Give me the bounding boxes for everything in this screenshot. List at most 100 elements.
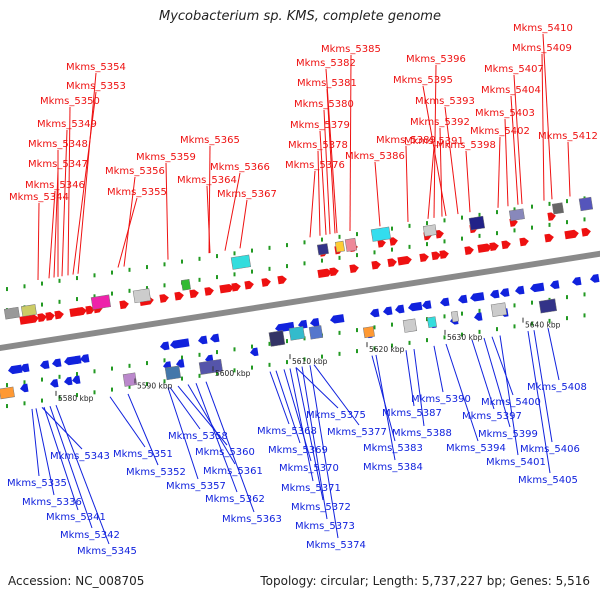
axis-tick (321, 258, 323, 263)
axis-tick (93, 369, 96, 374)
forward-gene-label: Mkms_5347 (28, 159, 88, 170)
axis-tick (146, 382, 148, 387)
gene-shape (370, 308, 380, 318)
axis-tick (338, 255, 341, 260)
gene-shape (72, 375, 81, 385)
axis-tick (531, 225, 533, 230)
axis-tick (76, 372, 78, 377)
forward-gene-label: Mkms_5381 (297, 78, 357, 89)
reverse-gene-arrow (395, 304, 405, 314)
reverse-leader (43, 406, 79, 511)
reverse-gene-label: Mkms_5351 (113, 449, 173, 460)
reverse-gene-arrow (20, 383, 29, 393)
domain-shape (468, 215, 486, 231)
gene-shape (160, 341, 170, 351)
domain-box (334, 240, 345, 253)
axis-tick (286, 360, 288, 365)
axis-tick (41, 302, 43, 307)
axis-tick (461, 311, 463, 316)
reverse-gene-label: Mkms_5341 (46, 512, 106, 523)
domain-shape (370, 226, 391, 242)
domain-box (20, 304, 37, 317)
axis-tick (198, 352, 201, 357)
axis-tick (111, 366, 113, 371)
label-leaders (31, 33, 571, 545)
axis-tick (163, 283, 166, 288)
gene-shape (477, 243, 492, 253)
forward-gene-arrow (45, 312, 55, 321)
axis-tick (111, 387, 113, 392)
reverse-gene-arrow (490, 289, 500, 299)
reverse-gene-label: Mkms_5369 (268, 445, 328, 456)
gene-shape (519, 237, 529, 247)
reverse-leader (483, 337, 511, 428)
forward-gene-arrow (244, 280, 254, 290)
reverse-gene-arrow (40, 360, 50, 370)
domain-box (122, 372, 138, 387)
reverse-leader (269, 371, 290, 425)
domain-shape (122, 372, 138, 387)
gene-shape (530, 282, 545, 293)
axis-tick (251, 344, 253, 349)
forward-gene-arrow (564, 229, 579, 240)
gene-shape (40, 360, 50, 370)
reverse-gene-arrow (52, 358, 62, 368)
forward-leader (123, 176, 136, 267)
gene-shape (500, 288, 510, 297)
forward-gene-label: Mkms_5346 (25, 180, 85, 191)
forward-gene-arrow (77, 307, 87, 316)
reverse-gene-arrow (330, 314, 345, 324)
domain-shape (308, 325, 324, 340)
reverse-gene-arrow (20, 363, 30, 373)
domain-box (578, 196, 594, 212)
gene-shape (435, 229, 444, 239)
reverse-leader (413, 348, 425, 427)
gene-shape (515, 285, 525, 295)
axis-tick (513, 207, 516, 212)
forward-leader (239, 199, 248, 249)
gene-shape (45, 312, 55, 321)
forward-gene-label: Mkms_5365 (180, 135, 240, 146)
axis-tick (181, 259, 183, 264)
reverse-leader (195, 383, 238, 493)
axis-tick (93, 390, 96, 395)
gene-shape (170, 339, 185, 349)
kbp-label: 5630 kbp (447, 333, 483, 342)
axis-tick (513, 228, 516, 233)
reverse-gene-label: Mkms_5408 (527, 382, 587, 393)
reverse-gene-label: Mkms_5343 (50, 451, 110, 462)
domain-box (316, 243, 329, 256)
reverse-leader (35, 408, 55, 496)
axis-tick (583, 313, 586, 318)
reverse-gene-label: Mkms_5374 (306, 540, 366, 551)
axis-tick (23, 284, 26, 289)
gene-shape (470, 292, 485, 302)
kbp-label: 5590 kbp (137, 381, 173, 390)
domain-box (422, 224, 437, 237)
forward-leader (67, 106, 71, 276)
axis-tick (356, 349, 358, 354)
axis-tick (443, 314, 446, 319)
gene-shape (189, 289, 199, 299)
gene-shape (377, 239, 386, 248)
gene-shape (544, 233, 554, 243)
domain-shape (508, 208, 525, 222)
axis-tick (163, 379, 166, 384)
domain-shape (20, 304, 37, 317)
forward-gene-arrow (29, 314, 39, 324)
axis-tick (391, 247, 393, 252)
forward-leader (53, 169, 59, 278)
axis-tick (251, 269, 253, 274)
axis-tick (233, 347, 236, 352)
axis-tick (198, 277, 201, 282)
forward-gene-arrow (37, 313, 47, 322)
forward-gene-label: Mkms_5354 (66, 62, 126, 73)
domain-shape (551, 202, 564, 215)
axis-tick (373, 250, 376, 255)
domain-shape (90, 294, 111, 310)
forward-gene-label: Mkms_5366 (210, 162, 270, 173)
domain-shape (538, 298, 558, 314)
gene-shape (317, 268, 332, 279)
gene-shape (159, 294, 169, 303)
